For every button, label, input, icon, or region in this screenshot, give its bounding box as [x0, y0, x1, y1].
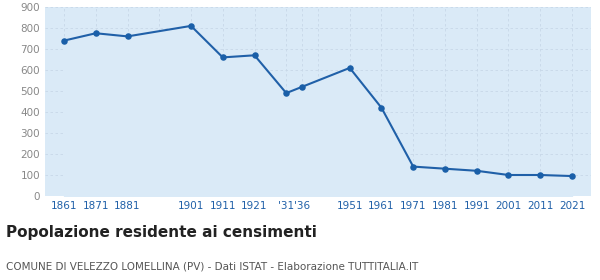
Point — [472, 169, 482, 173]
Point — [535, 173, 545, 177]
Point — [440, 166, 450, 171]
Point — [91, 31, 101, 36]
Point — [377, 106, 386, 110]
Point — [281, 91, 291, 95]
Point — [345, 66, 355, 70]
Point — [59, 38, 69, 43]
Point — [218, 55, 227, 60]
Point — [123, 34, 133, 39]
Text: COMUNE DI VELEZZO LOMELLINA (PV) - Dati ISTAT - Elaborazione TUTTITALIA.IT: COMUNE DI VELEZZO LOMELLINA (PV) - Dati … — [6, 262, 418, 272]
Point — [567, 174, 577, 178]
Point — [250, 53, 259, 58]
Point — [409, 164, 418, 169]
Text: Popolazione residente ai censimenti: Popolazione residente ai censimenti — [6, 225, 317, 241]
Point — [298, 85, 307, 89]
Point — [186, 24, 196, 28]
Point — [503, 173, 513, 177]
